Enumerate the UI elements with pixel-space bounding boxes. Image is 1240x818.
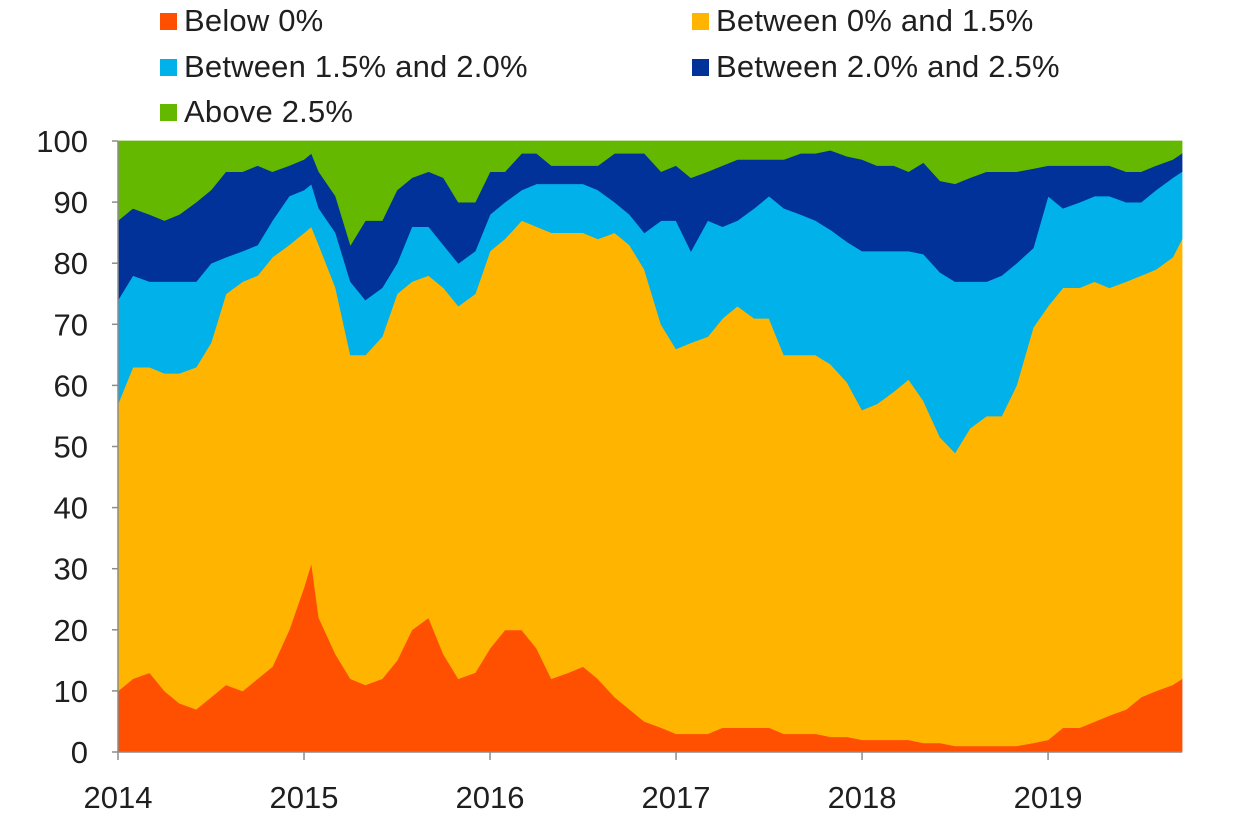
x-tick-label: 2014 [84, 780, 153, 815]
legend-swatch-1-5-2-0 [160, 58, 177, 76]
y-tick-label: 0 [71, 735, 88, 770]
legend-swatch-below-0 [160, 12, 177, 30]
axes: 0 10 20 30 40 50 60 70 80 90 100 2014 2015 2016 2017 20… [36, 124, 1182, 815]
legend-item-0-1-5: Between 0% and 1.5% [692, 3, 1034, 38]
y-tick-label: 50 [54, 430, 88, 465]
y-tick-label: 30 [54, 552, 88, 587]
legend-item-1-5-2-0: Between 1.5% and 2.0% [160, 49, 528, 84]
legend: Below 0% Between 0% and 1.5% Between 1.5… [0, 0, 1240, 135]
y-tick-label: 70 [54, 307, 88, 342]
legend-label-above-2-5: Above 2.5% [184, 94, 354, 129]
legend-swatch-2-0-2-5 [692, 58, 709, 76]
x-tick-label: 2015 [270, 780, 339, 815]
legend-item-below-0: Below 0% [160, 3, 324, 38]
legend-item-2-0-2-5: Between 2.0% and 2.5% [692, 49, 1060, 84]
y-tick-label: 20 [54, 613, 88, 648]
y-tick-label: 10 [54, 674, 88, 709]
legend-label-0-1-5: Between 0% and 1.5% [716, 3, 1034, 38]
legend-item-above-2-5: Above 2.5% [160, 94, 354, 129]
legend-swatch-0-1-5 [692, 12, 709, 30]
area-series-4 [117, 140, 1183, 246]
y-tick-label: 80 [54, 246, 88, 281]
y-tick-label: 60 [54, 368, 88, 403]
x-tick-label: 2017 [642, 780, 711, 815]
area-layers [117, 140, 1183, 753]
legend-label-below-0: Below 0% [184, 3, 324, 38]
x-tick-label: 2016 [456, 780, 525, 815]
legend-swatch-above-2-5 [160, 103, 177, 121]
y-tick-label: 40 [54, 491, 88, 526]
y-tick-label: 100 [36, 124, 88, 159]
legend-label-1-5-2-0: Between 1.5% and 2.0% [184, 49, 528, 84]
x-tick-label: 2019 [1014, 780, 1083, 815]
legend-label-2-0-2-5: Between 2.0% and 2.5% [716, 49, 1060, 84]
y-tick-label: 90 [54, 185, 88, 220]
x-tick-label: 2018 [828, 780, 897, 815]
